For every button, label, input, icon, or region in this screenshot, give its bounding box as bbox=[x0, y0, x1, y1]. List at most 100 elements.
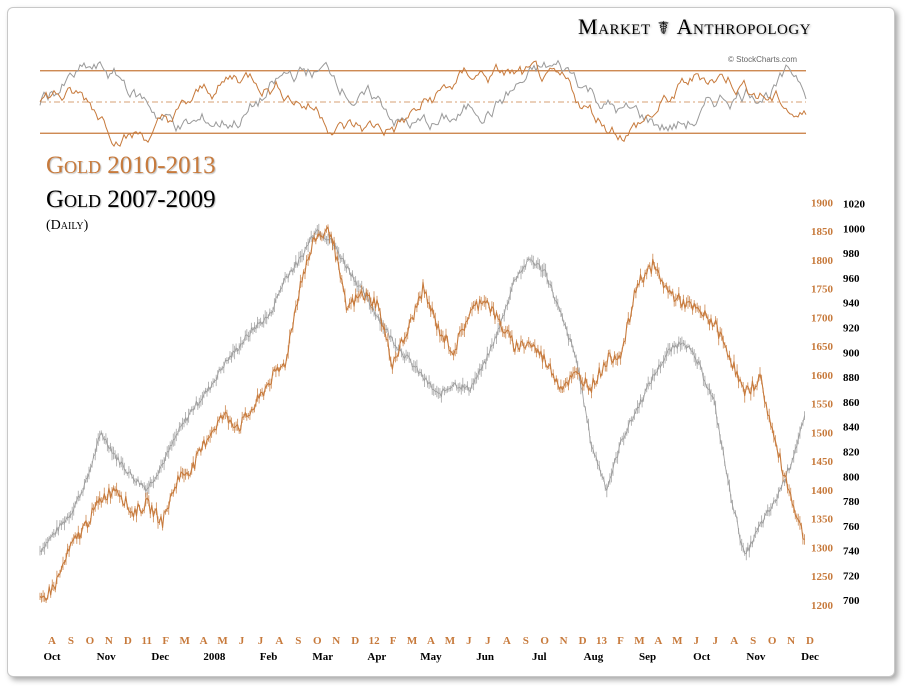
osc-gold-2010-2013 bbox=[39, 60, 807, 148]
xtick-primary-29: 13 bbox=[596, 635, 608, 647]
ytick-primary-1750: 1750 bbox=[811, 284, 834, 296]
xtick-primary-12: A bbox=[275, 635, 283, 647]
ytick-primary-1500: 1500 bbox=[811, 427, 834, 439]
xtick-primary-18: F bbox=[390, 635, 397, 647]
series-gold-2010-2013-line bbox=[39, 226, 805, 602]
xtick-secondary-3: 2008 bbox=[203, 651, 226, 663]
osc-gold-2007-2009 bbox=[39, 59, 807, 133]
xtick-primary-26: O bbox=[540, 635, 549, 647]
ytick-secondary-900: 900 bbox=[843, 347, 860, 359]
brand-left: Market bbox=[578, 14, 651, 39]
xtick-secondary-10: Aug bbox=[584, 651, 604, 663]
ytick-secondary-1000: 1000 bbox=[843, 223, 866, 235]
ytick-primary-1850: 1850 bbox=[811, 226, 834, 238]
xtick-primary-38: O bbox=[768, 635, 777, 647]
title-gold-2010-2013: Gold 2010-2013 bbox=[46, 152, 216, 179]
xtick-primary-31: M bbox=[634, 635, 645, 647]
brand-logo: Market ☤ Anthropology bbox=[578, 14, 811, 40]
xtick-secondary-0: Oct bbox=[43, 651, 60, 663]
xtick-primary-35: J bbox=[713, 635, 719, 647]
xtick-primary-15: N bbox=[332, 635, 340, 647]
ytick-primary-1400: 1400 bbox=[811, 485, 834, 497]
ytick-secondary-700: 700 bbox=[843, 595, 860, 607]
ytick-primary-1550: 1550 bbox=[811, 399, 834, 411]
ytick-secondary-760: 760 bbox=[843, 521, 860, 533]
xtick-primary-3: N bbox=[105, 635, 113, 647]
ytick-secondary-1020: 1020 bbox=[843, 199, 866, 211]
xtick-primary-9: M bbox=[217, 635, 228, 647]
xtick-primary-27: N bbox=[560, 635, 568, 647]
xtick-primary-4: D bbox=[124, 635, 132, 647]
xtick-primary-37: S bbox=[750, 635, 756, 647]
xtick-primary-32: A bbox=[654, 635, 662, 647]
xtick-primary-20: A bbox=[427, 635, 435, 647]
xtick-primary-30: F bbox=[617, 635, 624, 647]
xtick-secondary-8: Jun bbox=[476, 651, 494, 663]
ytick-secondary-980: 980 bbox=[843, 248, 860, 260]
ytick-primary-1450: 1450 bbox=[811, 456, 834, 468]
xtick-primary-36: A bbox=[730, 635, 738, 647]
xtick-secondary-9: Jul bbox=[532, 651, 547, 663]
xtick-secondary-5: Mar bbox=[312, 651, 333, 663]
xtick-secondary-12: Oct bbox=[693, 651, 710, 663]
ytick-secondary-880: 880 bbox=[843, 372, 860, 384]
xtick-primary-7: M bbox=[179, 635, 190, 647]
xtick-primary-17: 12 bbox=[369, 635, 381, 647]
xtick-primary-5: 11 bbox=[142, 635, 152, 647]
xtick-primary-1: S bbox=[68, 635, 74, 647]
stockcharts-credit: © StockCharts.com bbox=[728, 55, 798, 64]
xtick-primary-14: O bbox=[313, 635, 322, 647]
ytick-primary-1350: 1350 bbox=[811, 514, 834, 526]
ytick-primary-1800: 1800 bbox=[811, 255, 834, 267]
xtick-primary-19: M bbox=[407, 635, 418, 647]
ytick-primary-1300: 1300 bbox=[811, 542, 834, 554]
ytick-secondary-840: 840 bbox=[843, 422, 860, 434]
xtick-primary-40: D bbox=[806, 635, 814, 647]
ytick-secondary-940: 940 bbox=[843, 298, 860, 310]
ytick-secondary-720: 720 bbox=[843, 570, 860, 582]
xtick-primary-33: M bbox=[672, 635, 683, 647]
title-gold-2007-2009: Gold 2007-2009 bbox=[46, 186, 216, 213]
xtick-primary-16: D bbox=[351, 635, 359, 647]
ytick-primary-1700: 1700 bbox=[811, 312, 834, 324]
brand-right: Anthropology bbox=[676, 14, 811, 39]
ytick-secondary-780: 780 bbox=[843, 496, 860, 508]
ytick-primary-1650: 1650 bbox=[811, 341, 834, 353]
ytick-secondary-740: 740 bbox=[843, 546, 860, 558]
ytick-secondary-800: 800 bbox=[843, 471, 860, 483]
ytick-secondary-820: 820 bbox=[843, 446, 860, 458]
series-gold-2007-2009-line bbox=[39, 229, 805, 555]
ytick-primary-1200: 1200 bbox=[811, 600, 834, 612]
xtick-primary-22: J bbox=[466, 635, 472, 647]
xtick-primary-8: A bbox=[200, 635, 208, 647]
xtick-primary-2: O bbox=[86, 635, 95, 647]
xtick-secondary-11: Sep bbox=[639, 651, 656, 663]
xtick-primary-28: D bbox=[579, 635, 587, 647]
ytick-secondary-920: 920 bbox=[843, 323, 860, 335]
chart-subtitle: (Daily) bbox=[46, 218, 89, 233]
ytick-primary-1600: 1600 bbox=[811, 370, 834, 382]
xtick-secondary-6: Apr bbox=[367, 651, 386, 663]
xtick-primary-13: S bbox=[295, 635, 301, 647]
xtick-primary-23: J bbox=[485, 635, 491, 647]
ytick-primary-1900: 1900 bbox=[811, 197, 834, 209]
chart-frame bbox=[7, 7, 895, 677]
xtick-primary-10: J bbox=[239, 635, 245, 647]
ytick-secondary-860: 860 bbox=[843, 397, 860, 409]
xtick-secondary-4: Feb bbox=[260, 651, 278, 663]
ytick-secondary-960: 960 bbox=[843, 273, 860, 285]
xtick-primary-34: J bbox=[694, 635, 700, 647]
dna-icon: ☤ bbox=[657, 18, 670, 38]
xtick-primary-11: J bbox=[258, 635, 264, 647]
xtick-secondary-13: Nov bbox=[746, 651, 765, 663]
xtick-primary-24: A bbox=[503, 635, 511, 647]
ytick-primary-1250: 1250 bbox=[811, 571, 834, 583]
series-gold-2010-2013-bars bbox=[39, 224, 805, 603]
xtick-primary-21: M bbox=[445, 635, 456, 647]
xtick-secondary-7: May bbox=[420, 651, 442, 663]
xtick-secondary-14: Dec bbox=[801, 651, 819, 663]
xtick-primary-25: S bbox=[523, 635, 529, 647]
xtick-secondary-2: Dec bbox=[151, 651, 169, 663]
xtick-secondary-1: Nov bbox=[97, 651, 116, 663]
